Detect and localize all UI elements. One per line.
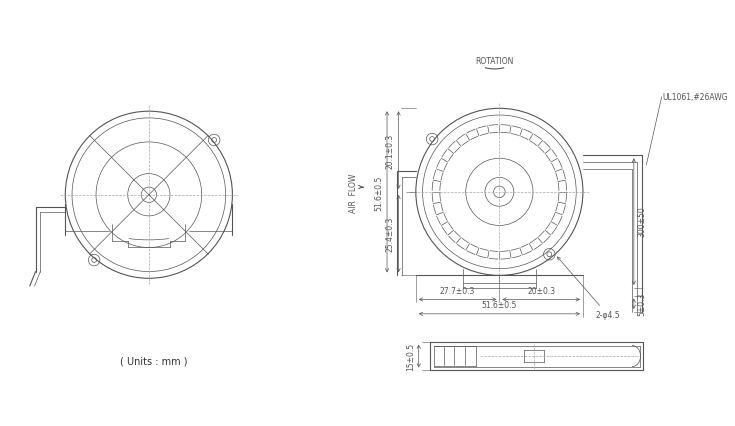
Text: 15±0.5: 15±0.5: [406, 342, 415, 370]
Text: 20±0.3: 20±0.3: [527, 286, 555, 295]
Text: AIR  FLOW: AIR FLOW: [349, 173, 358, 212]
Text: 51.6±0.5: 51.6±0.5: [374, 175, 383, 210]
Text: 5±0.3: 5±0.3: [638, 292, 647, 315]
Text: 20.1±0.3: 20.1±0.3: [386, 134, 395, 169]
Text: ROTATION: ROTATION: [476, 57, 514, 66]
Text: 300±50: 300±50: [638, 206, 647, 236]
Text: 25.4±0.3: 25.4±0.3: [386, 216, 395, 251]
Text: 27.7±0.3: 27.7±0.3: [440, 286, 476, 295]
Text: UL1061,#26AWG: UL1061,#26AWG: [663, 93, 728, 102]
Text: 51.6±0.5: 51.6±0.5: [481, 300, 517, 309]
Text: ( Units : mm ): ( Units : mm ): [120, 356, 187, 366]
Text: 2-φ4.5: 2-φ4.5: [557, 257, 620, 320]
